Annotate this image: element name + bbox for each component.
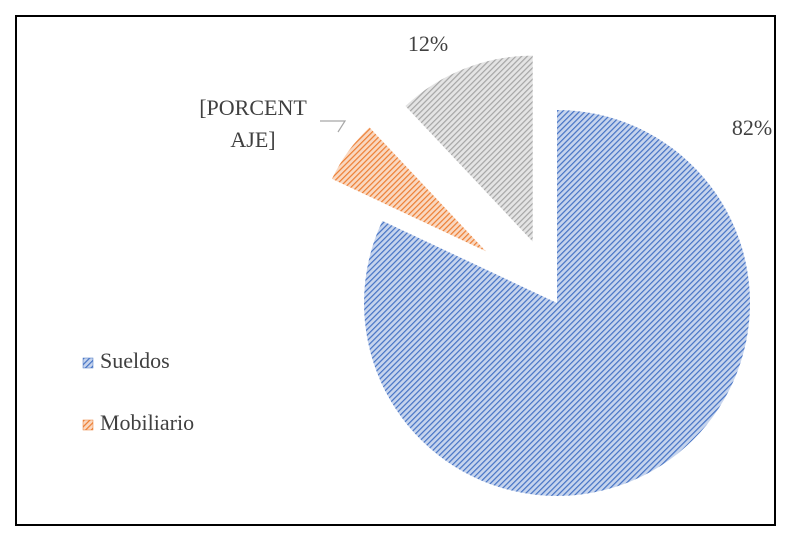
data-label: 12% bbox=[408, 31, 448, 56]
legend-label: Sueldos bbox=[100, 348, 170, 373]
legend-swatch bbox=[82, 357, 94, 369]
pie-slice bbox=[405, 55, 533, 242]
data-label: 82% bbox=[732, 115, 772, 140]
legend-swatch bbox=[82, 419, 94, 431]
data-label: [PORCENTAJE] bbox=[199, 95, 307, 152]
leader-line bbox=[320, 120, 347, 133]
pie-slice bbox=[363, 110, 750, 496]
legend-label: Mobiliario bbox=[100, 410, 194, 435]
pie-slice bbox=[331, 127, 486, 252]
